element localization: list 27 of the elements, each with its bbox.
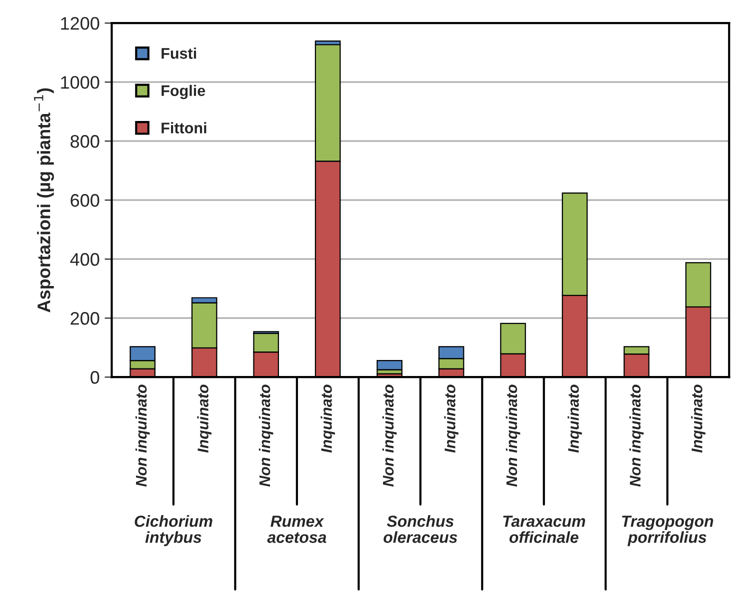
y-tick-label: 600: [70, 194, 100, 207]
legend-label: Fittoni: [162, 122, 206, 134]
y-tick-label: 200: [70, 312, 100, 325]
x-tick-label: Inquinato: [320, 384, 335, 453]
x-tick-label: Non inquinato: [258, 384, 274, 487]
text: Cichorium intybus: [134, 515, 212, 546]
x-tick-label: Inquinato: [197, 384, 212, 453]
x-tick-label: Non inquinato: [629, 384, 644, 487]
x-tick-label: Non inquinato: [382, 384, 397, 487]
x-tick-label: Non inquinato: [506, 384, 520, 487]
x-tick-label: Inquinato: [444, 384, 458, 453]
y-tick-label: 1000: [61, 76, 100, 89]
legend-label: Foglie: [162, 84, 206, 100]
x-tick-label: Inquinato: [568, 384, 582, 453]
text: Tragopogon porrifolius: [622, 516, 714, 546]
y-tick-label: 1200: [61, 17, 100, 30]
legend-label: Fusti: [162, 48, 196, 59]
text: Sonchus oleraceus: [384, 515, 458, 543]
y-tick-label: 800: [70, 135, 100, 148]
text: Taraxacum officinale: [503, 516, 586, 543]
y-tick-label: 400: [70, 253, 100, 266]
x-tick-label: Non inquinato: [135, 384, 150, 487]
y-axis-title: Asportazioni (µg pianta$^{−1}$): [34, 88, 54, 312]
text: Rumex acetosa: [267, 516, 326, 543]
bar: [376, 360, 402, 370]
x-tick-label: Inquinato: [691, 384, 706, 453]
y-tick-label: 0: [90, 371, 100, 384]
